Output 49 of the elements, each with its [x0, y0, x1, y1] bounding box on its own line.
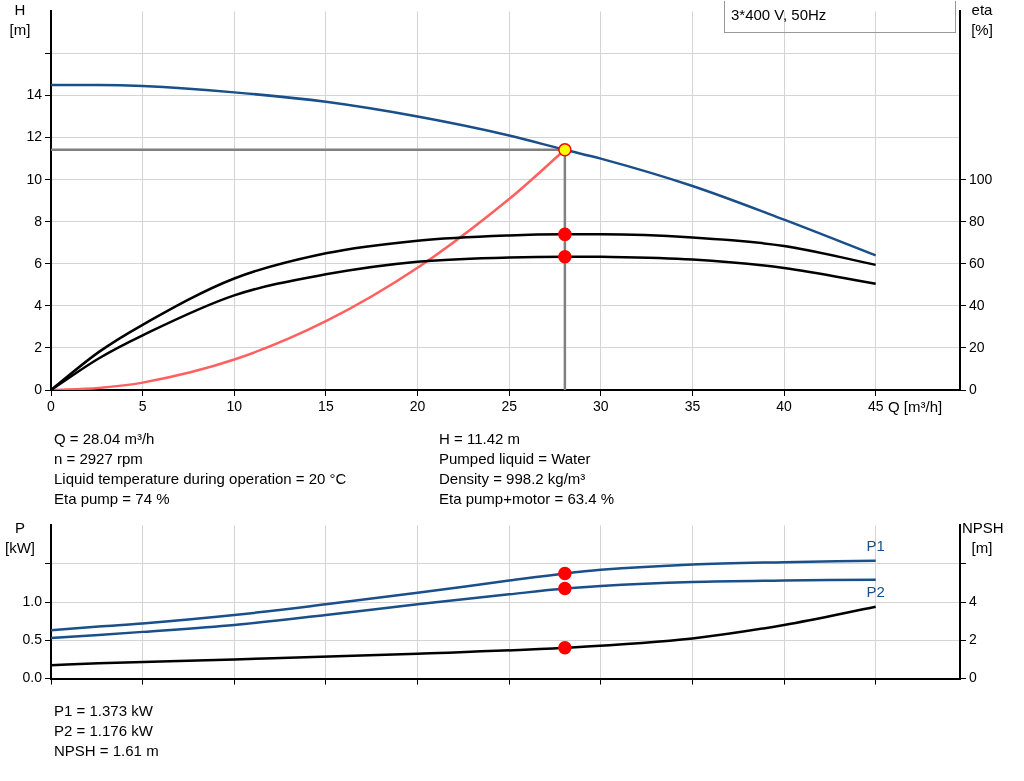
x-tick-label: 45 [867, 398, 884, 415]
x-tick-label: 10 [226, 398, 243, 415]
y-tick-label: 2 [34, 338, 43, 355]
y-tick-label: 4 [34, 296, 43, 313]
y-tick-label: 8 [34, 212, 43, 229]
y2-tick-label: 100 [969, 170, 993, 187]
y-axis-title: H [m] [8, 0, 32, 40]
y-tick-label: 10 [26, 170, 43, 187]
y-tick-label: 12 [26, 128, 43, 145]
x-tick-label: 20 [409, 398, 426, 415]
y2-tick-label: 2 [969, 631, 977, 648]
text: P1 = 1.373 kW [54, 702, 154, 719]
y2-tick-label: 0 [969, 669, 977, 686]
y-tick-label: 0.0 [22, 669, 43, 686]
y2-tick-label: 20 [969, 338, 985, 355]
text: Liquid temperature during operation = 20 °C [54, 470, 348, 487]
y2-tick-label: 80 [969, 212, 985, 229]
text: Pumped liquid = Water [439, 450, 592, 467]
x-tick-label: 5 [138, 398, 147, 415]
chart-subtitle: 3*400 V, 50Hz [724, 1, 956, 33]
text: P2 = 1.176 kW [54, 722, 154, 739]
x-tick-label: 0 [47, 398, 56, 415]
y2-tick-label: 40 [969, 296, 985, 313]
y2-tick-label: 0 [969, 380, 977, 397]
text: Density = 998.2 kg/m³ [439, 470, 587, 487]
text: n = 2927 rpm [54, 450, 144, 467]
series-label: P2 [866, 583, 885, 601]
y-tick-label: 14 [26, 86, 43, 103]
text: H = 11.42 m [439, 430, 521, 447]
y2-axis-title: eta [%] [970, 0, 994, 40]
y-tick-label: 1.0 [22, 592, 43, 609]
y-tick-label: 6 [34, 254, 43, 271]
text: Eta pump = 74 % [54, 490, 171, 507]
x-tick-label: 15 [318, 398, 334, 415]
series-label: P1 [866, 537, 885, 555]
x-tick-label: 35 [684, 398, 701, 415]
x-tick-label: 40 [776, 398, 793, 415]
text: NPSH = 1.61 m [54, 742, 159, 759]
x-axis-title: Q [m³/h] [888, 398, 943, 415]
y-tick-label: 0.5 [22, 631, 43, 648]
y2-tick-label: 60 [969, 254, 985, 271]
y-tick-label: 0 [34, 380, 43, 397]
x-tick-label: 30 [593, 398, 609, 415]
text: Eta pump+motor = 63.4 % [439, 490, 616, 507]
text: Q = 28.04 m³/h [54, 430, 156, 447]
y-axis-title: P [kW] [4, 518, 36, 558]
x-tick-label: 25 [501, 398, 518, 415]
y2-axis-title: NPSH [m] [962, 518, 1004, 558]
y2-tick-label: 4 [969, 592, 977, 609]
